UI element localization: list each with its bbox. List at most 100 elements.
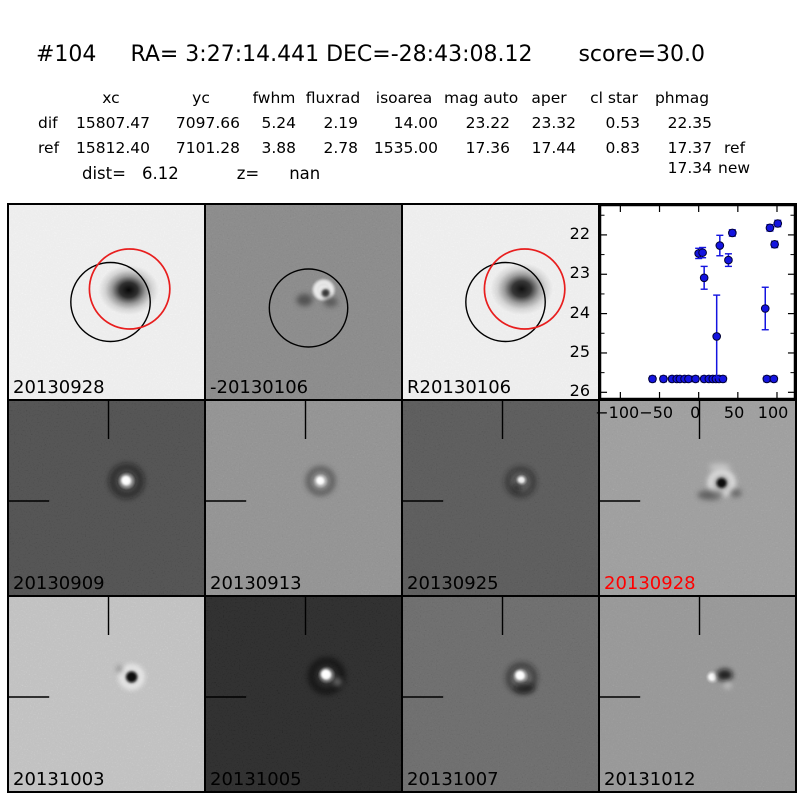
ref-fwhm: 3.88 (261, 139, 296, 157)
dif-phmag: 22.35 (667, 114, 712, 132)
stamp-image (600, 597, 795, 791)
stamp-image (206, 401, 401, 595)
galaxy-blob (490, 263, 553, 315)
stamp-date-label: 20130925 (407, 573, 499, 594)
ref-aper: 17.44 (531, 139, 576, 157)
stamp-date-label: 20130928 (13, 377, 105, 398)
z-value: nan (289, 164, 321, 183)
stamp-image (206, 205, 401, 399)
stamp-20131005: 20131005 (206, 597, 401, 791)
stamp-date-label: 20130909 (13, 573, 105, 594)
x-tick-label: 0 (690, 403, 701, 422)
galaxy-blob (98, 265, 159, 315)
phmag-new-suffix: new (718, 159, 751, 177)
ref-suffix: ref (724, 139, 746, 157)
candidate-id: #104 (36, 42, 97, 67)
x-tick-label: −100 (595, 403, 640, 422)
lightcurve-panel (600, 205, 795, 399)
col-header-aper: aper (531, 89, 567, 107)
ref-aperture-circle (465, 261, 546, 343)
ref-isoarea: 1535.00 (373, 139, 438, 157)
dif-mag-auto: 23.22 (465, 114, 510, 132)
ref-xc: 15812.40 (76, 139, 150, 157)
ref-aperture-circle (268, 268, 349, 348)
stamp-image (600, 401, 795, 595)
stamp-date-label: 20131012 (604, 769, 696, 790)
stamp-20130928-current: 20130928 (600, 401, 795, 595)
dif-isoarea: 14.00 (393, 114, 438, 132)
title-row: #104 RA= 3:27:14.441 DEC=-28:43:08.12 sc… (36, 42, 705, 67)
crosshair-marker (206, 401, 307, 502)
stamp-image (403, 401, 598, 595)
y-tick-label: 26 (569, 381, 590, 401)
x-tick-label: 100 (757, 403, 789, 422)
stamp-image (206, 597, 401, 791)
dif-xc: 15807.47 (76, 114, 150, 132)
stamp-20131007: 20131007 (403, 597, 598, 791)
stamp-diff-20130106: -20130106 (206, 205, 401, 399)
col-header-fwhm: fwhm (252, 89, 296, 107)
ref-phmag: 17.37 (667, 139, 712, 157)
col-header-fluxrad: fluxrad (305, 89, 361, 107)
stamp-date-label: 20131003 (13, 769, 105, 790)
crosshair-marker (9, 597, 110, 698)
x-tick-label: −50 (639, 403, 674, 422)
new-aperture-circle (88, 248, 171, 330)
y-tick-label: 24 (569, 302, 590, 322)
stamp-image (9, 597, 204, 791)
stamp-date-label: -20130106 (210, 377, 309, 398)
y-tick-label: 23 (569, 263, 590, 283)
candidate-coordinates: RA= 3:27:14.441 DEC=-28:43:08.12 (130, 42, 533, 67)
col-header-suffix (718, 86, 762, 111)
col-header-isoarea: isoarea (375, 89, 433, 107)
crosshair-marker (403, 597, 504, 698)
candidate-score: score=30.0 (578, 42, 706, 67)
stamp-20131003: 20131003 (9, 597, 204, 791)
dif-suffix (718, 111, 762, 136)
stamp-date-label: R20130106 (407, 377, 512, 398)
ref-fluxrad: 2.78 (323, 139, 358, 157)
stamp-date-label: 20130913 (210, 573, 302, 594)
crosshair-marker (600, 401, 701, 502)
stamp-image (403, 205, 598, 399)
z-label: z= (236, 164, 260, 183)
dif-yc: 7097.66 (175, 114, 240, 132)
crosshair-marker (206, 597, 307, 698)
dif-fwhm: 5.24 (261, 114, 296, 132)
dist-label: dist= (82, 164, 126, 183)
measurements-table: xc yc fwhm fluxrad isoarea mag auto aper… (30, 86, 762, 161)
ref-row-label: ref (38, 139, 60, 157)
ref-cl-star: 0.83 (605, 139, 640, 157)
stamp-20130913: 20130913 (206, 401, 401, 595)
stamp-20130909: 20130909 (9, 401, 204, 595)
transient-blob (716, 478, 727, 488)
y-tick-label: 25 (569, 341, 590, 361)
col-header-xc: xc (102, 89, 120, 107)
stamp-image (9, 401, 204, 595)
stamp-20130925: 20130925 (403, 401, 598, 595)
dif-fluxrad: 2.19 (323, 114, 358, 132)
y-tick-label: 22 (569, 223, 590, 243)
col-header-yc: yc (192, 89, 210, 107)
dist-z-line: dist= 6.12 z= nan (82, 164, 320, 183)
dif-cl-star: 0.53 (605, 114, 640, 132)
stamp-image (9, 205, 204, 399)
dist-value: 6.12 (141, 164, 179, 183)
stamp-ref-R20130106: R20130106 (403, 205, 598, 399)
stamp-20131012: 20131012 (600, 597, 795, 791)
ref-aperture-circle (70, 261, 151, 343)
new-aperture-circle (483, 248, 566, 330)
col-header-cl-star: cl star (590, 89, 638, 107)
x-tick-label: 50 (723, 403, 745, 422)
stamp-new-20130928: 20130928 (9, 205, 204, 399)
stamp-date-label: 20131005 (210, 769, 302, 790)
lightcurve-plot (600, 205, 795, 399)
crosshair-marker (600, 597, 701, 698)
stamp-date-label: 20130928 (604, 573, 696, 594)
phmag-new-line: 17.34 new (642, 159, 750, 177)
col-header-mag-auto: mag auto (444, 89, 519, 107)
col-header-phmag: phmag (654, 89, 710, 107)
transient-blob (126, 671, 138, 683)
ref-mag-auto: 17.36 (465, 139, 510, 157)
